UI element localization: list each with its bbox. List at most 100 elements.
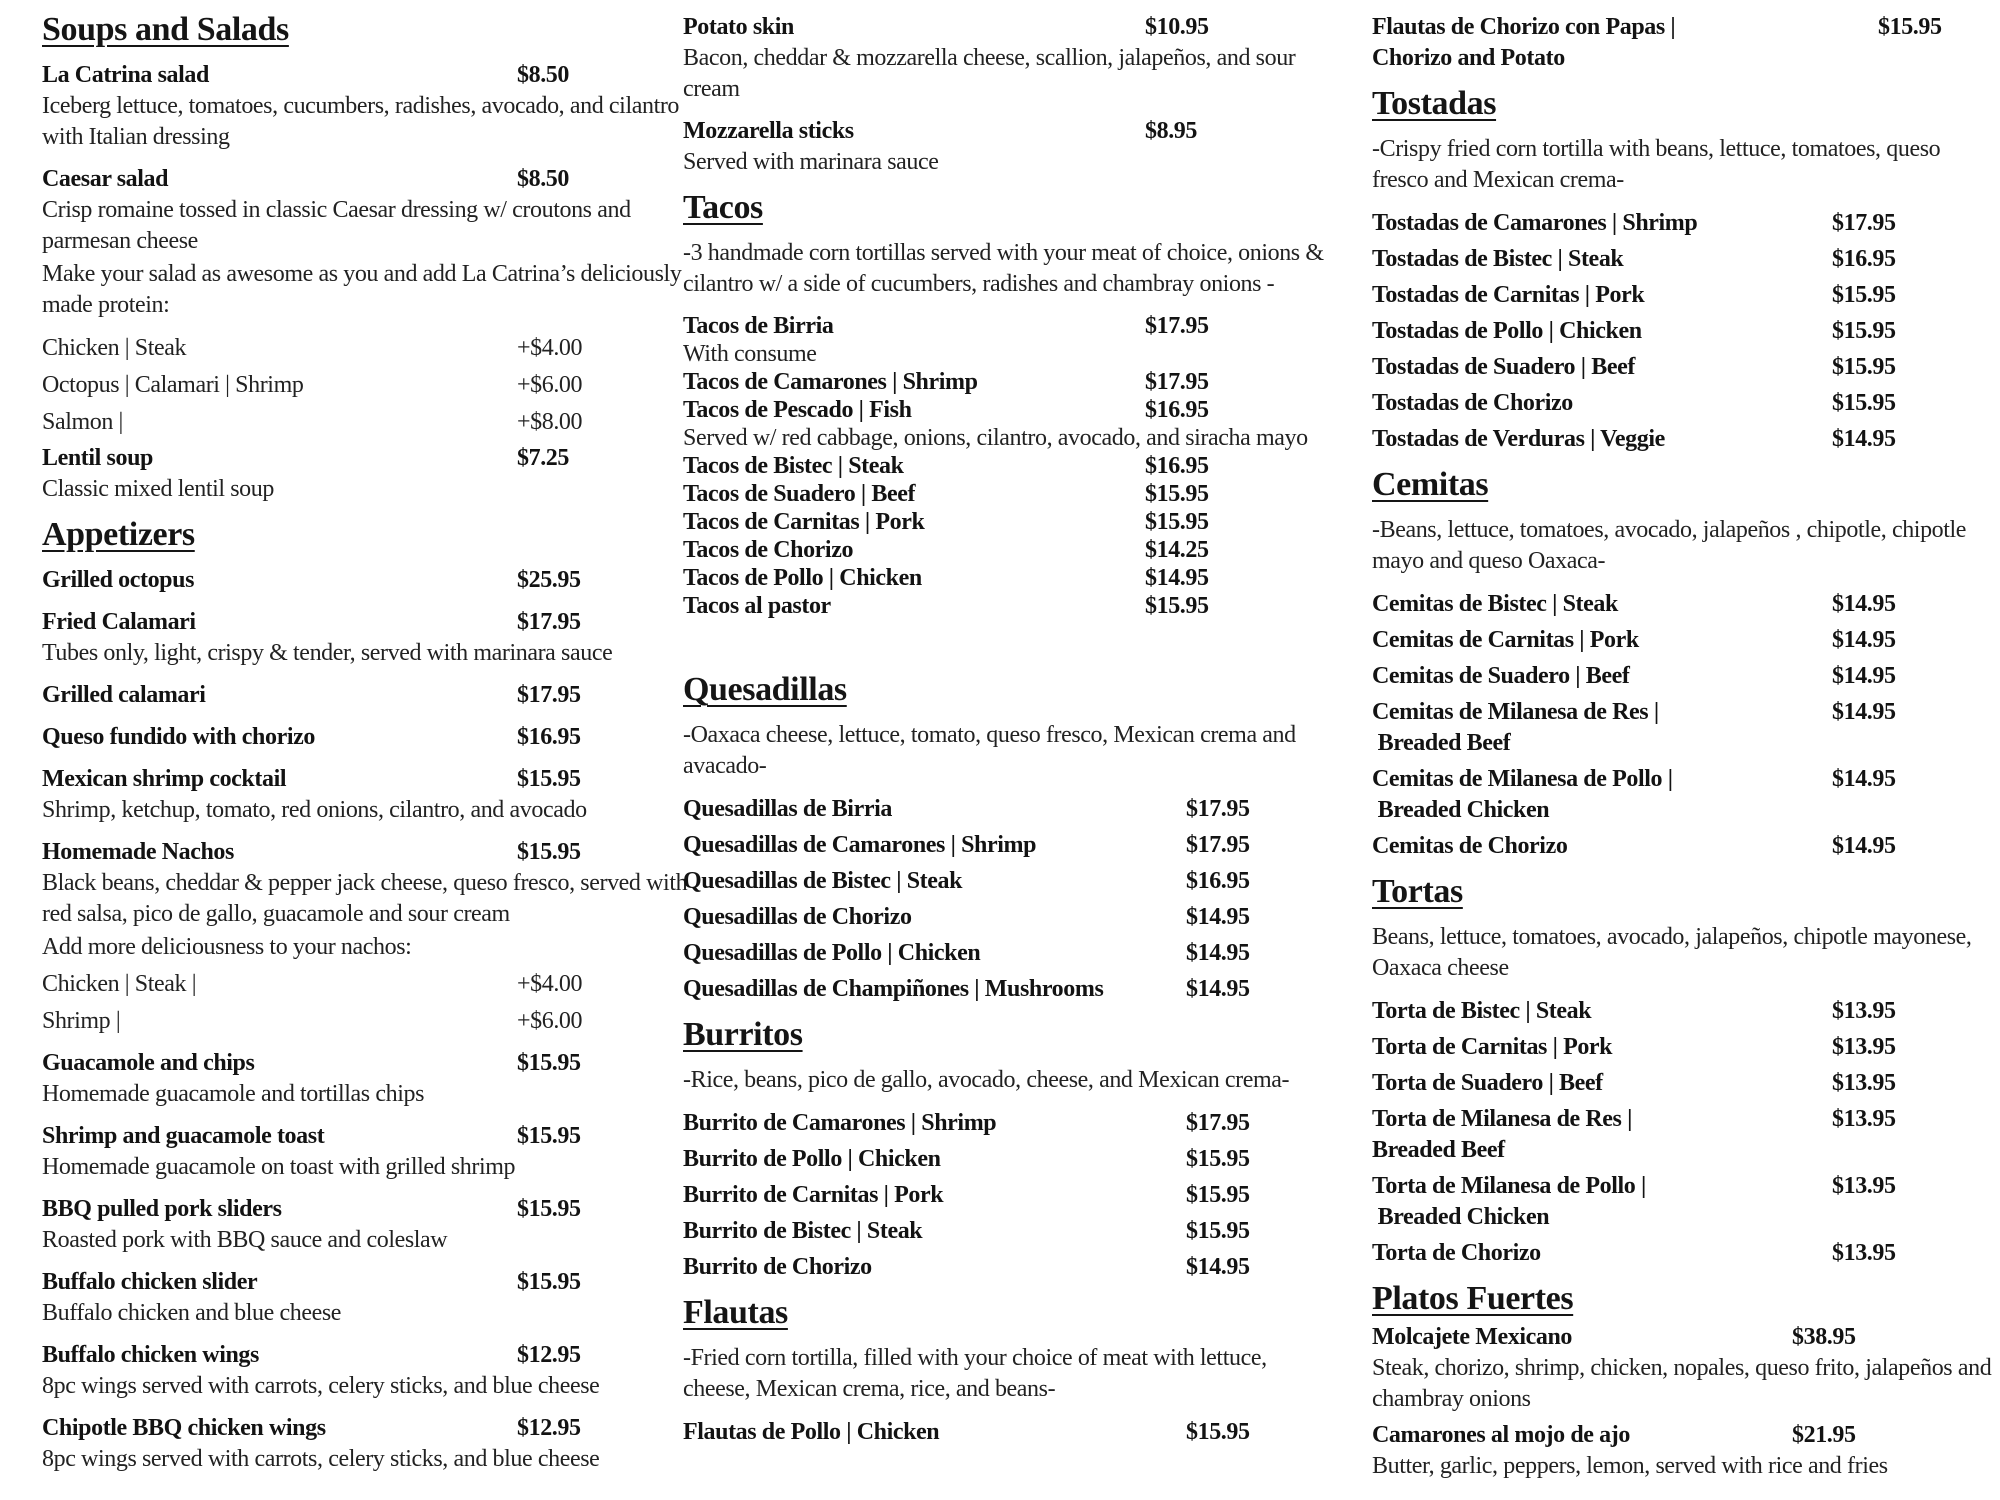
item-price: $7.25 bbox=[517, 445, 570, 471]
item-row: Quesadillas de Bistec | Steak $16.95 bbox=[683, 866, 1331, 897]
item-name: La Catrina salad bbox=[42, 62, 209, 88]
menu-item: Tacos de Suadero | Beef $15.95 bbox=[683, 480, 1331, 508]
section-intro: -Oaxaca cheese, lettuce, tomato, queso f… bbox=[683, 722, 1296, 779]
item-price: $16.95 bbox=[1832, 246, 1896, 272]
item-name: Mexican shrimp cocktail bbox=[42, 766, 287, 792]
menu-item: Burrito de Chorizo $14.95 bbox=[683, 1252, 1331, 1283]
item-row: Homemade Nachos $15.95 bbox=[42, 837, 690, 868]
item-name-line2: Breaded Chicken bbox=[1372, 797, 1550, 823]
item-name-cell: Tacos de Suadero | Beef bbox=[683, 480, 1145, 508]
item-row: BBQ pulled pork sliders $15.95 bbox=[42, 1194, 690, 1225]
section-intro: -Crispy fried corn tortilla with beans, … bbox=[1372, 136, 1941, 193]
item-description: Tubes only, light, crispy & tender, serv… bbox=[42, 640, 613, 666]
section-heading: Burritos bbox=[683, 1016, 803, 1053]
item-price: $15.95 bbox=[517, 766, 581, 792]
item-price: $8.50 bbox=[517, 166, 570, 192]
menu-item: Torta de Chorizo $13.95 bbox=[1372, 1238, 1992, 1269]
section-intro: -3 handmade corn tortillas served with y… bbox=[683, 240, 1324, 297]
item-price: $17.95 bbox=[1186, 1110, 1250, 1136]
item-row: Quesadillas de Chorizo $14.95 bbox=[683, 902, 1331, 933]
item-row: Torta de Chorizo $13.95 bbox=[1372, 1238, 1992, 1269]
menu-item: Cemitas de Milanesa de Pollo | Breaded C… bbox=[1372, 764, 1992, 826]
item-name-cell: Tacos de Pescado | Fish bbox=[683, 396, 1145, 424]
item-name: Flautas de Pollo | Chicken bbox=[683, 1419, 940, 1445]
item-description: Crisp romaine tossed in classic Caesar d… bbox=[42, 197, 631, 254]
item-price: $14.95 bbox=[1832, 766, 1896, 792]
menu-item: Tacos de Pescado | Fish $16.95 Served w/ r… bbox=[683, 396, 1331, 452]
item-name-cell: Grilled calamari bbox=[42, 680, 517, 711]
item-name-cell: Chicken | Steak bbox=[42, 333, 517, 364]
item-price: $14.95 bbox=[1186, 976, 1250, 1002]
item-price: $14.25 bbox=[1145, 537, 1209, 563]
item-name-cell: Shrimp | bbox=[42, 1006, 517, 1037]
menu-item: Tostadas de Chorizo $15.95 bbox=[1372, 388, 1992, 419]
menu-addon-row: Octopus | Calamari | Shrimp +$6.00 bbox=[42, 370, 690, 401]
item-name-cell: Tostadas de Pollo | Chicken bbox=[1372, 316, 1832, 347]
menu-item: Camarones al mojo de ajo $21.95 Butter, ga… bbox=[1372, 1420, 1992, 1482]
menu-item: Tacos al pastor $15.95 bbox=[683, 592, 1331, 620]
menu-item: Burrito de Bistec | Steak $15.95 bbox=[683, 1216, 1331, 1247]
item-name-cell: Quesadillas de Chorizo bbox=[683, 902, 1186, 933]
item-name: Tacos de Suadero | Beef bbox=[683, 481, 916, 507]
section-heading: Flautas bbox=[683, 1294, 788, 1331]
item-name: Salmon | bbox=[42, 409, 123, 435]
menu-item: Queso fundido with chorizo $16.95 bbox=[42, 722, 690, 753]
item-name-cell: Molcajete Mexicano bbox=[1372, 1322, 1792, 1353]
item-name-cell: Tacos al pastor bbox=[683, 592, 1145, 620]
item-name: Mozzarella sticks bbox=[683, 118, 854, 144]
item-price: $14.95 bbox=[1186, 904, 1250, 930]
item-name: Queso fundido with chorizo bbox=[42, 724, 315, 750]
item-price: $15.95 bbox=[1832, 318, 1896, 344]
item-name-cell: Queso fundido with chorizo bbox=[42, 722, 517, 753]
item-row: Flautas de Chorizo con Papas | Chorizo an… bbox=[1372, 12, 1992, 74]
item-name: Tacos de Camarones | Shrimp bbox=[683, 369, 978, 395]
item-name: Quesadillas de Camarones | Shrimp bbox=[683, 832, 1037, 858]
item-price: $14.95 bbox=[1832, 627, 1896, 653]
item-row: Tacos de Pollo | Chicken $14.95 bbox=[683, 564, 1331, 592]
item-name-cell: Torta de Milanesa de Res | Breaded Beef bbox=[1372, 1104, 1832, 1166]
item-name-cell: Tacos de Bistec | Steak bbox=[683, 452, 1145, 480]
menu-item: Buffalo chicken wings $12.95 8pc wings ser… bbox=[42, 1340, 690, 1402]
item-name-cell: Potato skin bbox=[683, 12, 1145, 43]
item-name-line2: Breaded Beef bbox=[1372, 730, 1511, 756]
item-name-cell: Burrito de Carnitas | Pork bbox=[683, 1180, 1186, 1211]
item-price: +$8.00 bbox=[517, 409, 583, 435]
item-name: Tostadas de Bistec | Steak bbox=[1372, 246, 1624, 272]
item-name: Tostadas de Camarones | Shrimp bbox=[1372, 210, 1698, 236]
item-row: Burrito de Carnitas | Pork $15.95 bbox=[683, 1180, 1331, 1211]
item-name-cell: Octopus | Calamari | Shrimp bbox=[42, 370, 517, 401]
item-name-cell: Camarones al mojo de ajo bbox=[1372, 1420, 1792, 1451]
item-row: Mozzarella sticks $8.95 bbox=[683, 116, 1331, 147]
item-price: $17.95 bbox=[1145, 313, 1209, 339]
item-name-cell: Flautas de Pollo | Chicken bbox=[683, 1417, 1186, 1448]
item-name: Burrito de Camarones | Shrimp bbox=[683, 1110, 997, 1136]
item-price: $16.95 bbox=[1145, 453, 1209, 479]
item-description: Bacon, cheddar & mozzarella cheese, scal… bbox=[683, 45, 1296, 102]
item-price: $14.95 bbox=[1832, 833, 1896, 859]
item-row: Tostadas de Pollo | Chicken $15.95 bbox=[1372, 316, 1992, 347]
item-row: Torta de Bistec | Steak $13.95 bbox=[1372, 996, 1992, 1027]
menu-item: Burrito de Pollo | Chicken $15.95 bbox=[683, 1144, 1331, 1175]
menu-item: Tacos de Carnitas | Pork $15.95 bbox=[683, 508, 1331, 536]
item-price: $15.95 bbox=[1832, 282, 1896, 308]
item-description: Iceberg lettuce, tomatoes, cucumbers, ra… bbox=[42, 93, 680, 150]
item-price: $15.95 bbox=[1186, 1419, 1250, 1445]
item-name: Cemitas de Suadero | Beef bbox=[1372, 663, 1630, 689]
item-description: Homemade guacamole on toast with grilled… bbox=[42, 1154, 516, 1180]
item-name-cell: Tacos de Chorizo bbox=[683, 536, 1145, 564]
menu-item: Tostadas de Pollo | Chicken $15.95 bbox=[1372, 316, 1992, 347]
item-description: 8pc wings served with carrots, celery st… bbox=[42, 1446, 600, 1472]
item-name-cell: Burrito de Camarones | Shrimp bbox=[683, 1108, 1186, 1139]
item-price: +$6.00 bbox=[517, 372, 583, 398]
item-name-cell: Chicken | Steak | bbox=[42, 969, 517, 1000]
item-name: Tacos de Birria bbox=[683, 313, 834, 339]
item-price: $15.95 bbox=[517, 1196, 581, 1222]
item-row: Mexican shrimp cocktail $15.95 bbox=[42, 764, 690, 795]
item-name: Grilled octopus bbox=[42, 567, 195, 593]
item-description: Black beans, cheddar & pepper jack chees… bbox=[42, 870, 688, 927]
item-name: Torta de Milanesa de Res | bbox=[1372, 1106, 1632, 1132]
item-name-cell: Quesadillas de Camarones | Shrimp bbox=[683, 830, 1186, 861]
menu-item: Tacos de Camarones | Shrimp $17.95 bbox=[683, 368, 1331, 396]
item-name-line2: Breaded Chicken bbox=[1372, 1204, 1550, 1230]
item-price: $15.95 bbox=[517, 1050, 581, 1076]
